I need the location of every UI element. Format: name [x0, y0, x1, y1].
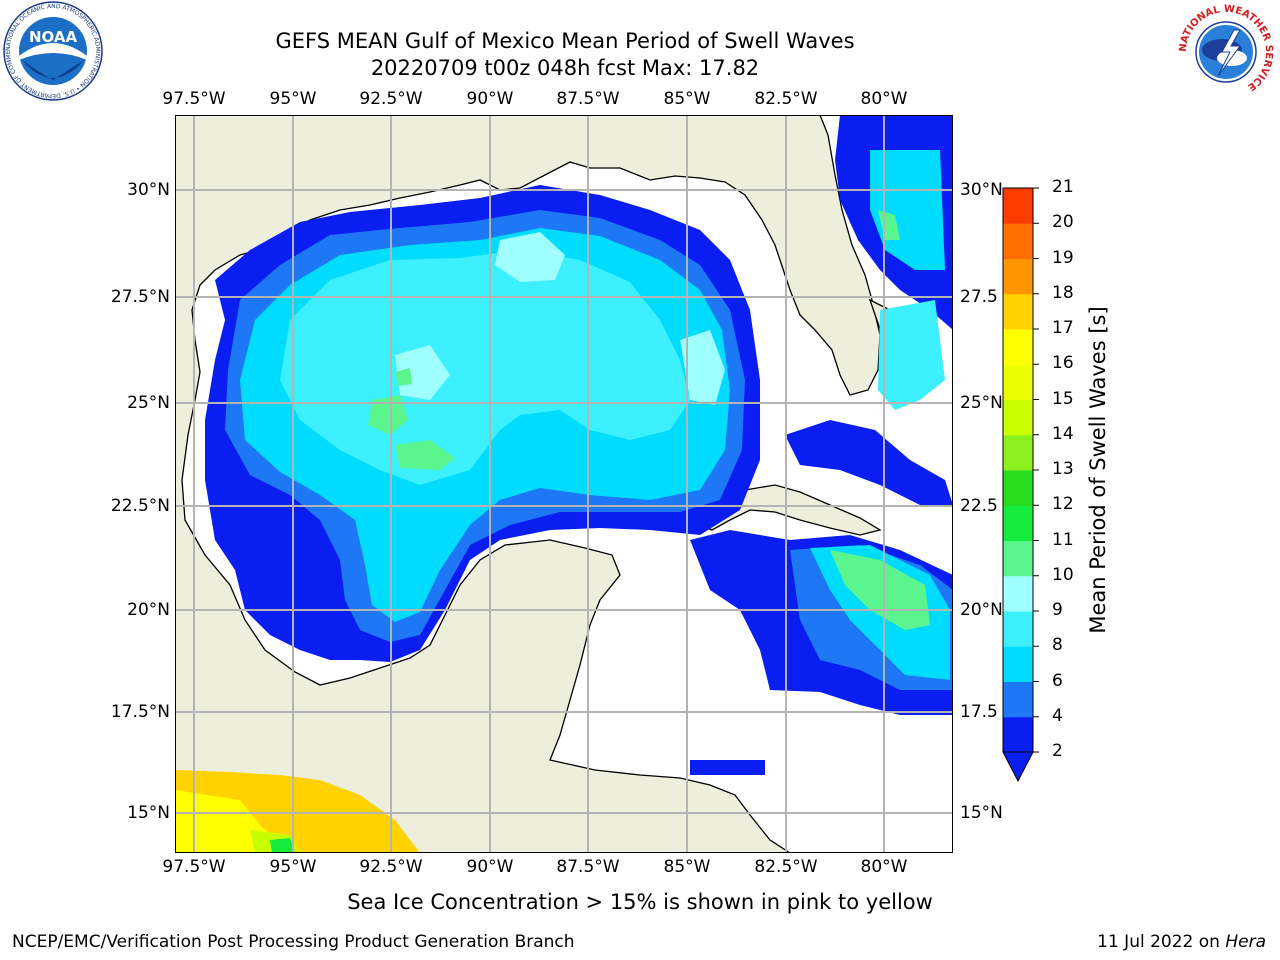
lat-label-left: 20°N [127, 600, 170, 620]
lat-label-left: 27.5°N [110, 287, 170, 307]
lat-label-right: 22.5 [960, 496, 998, 516]
colorbar-tick-label: 6 [1052, 670, 1063, 691]
lon-label-bottom: 92.5°W [359, 857, 423, 877]
colorbar-tick-label: 11 [1052, 529, 1074, 550]
caribbean-field-2-4s-south [690, 760, 765, 775]
colorbar-tick-label: 21 [1052, 177, 1074, 197]
footer-host: Hera [1225, 932, 1266, 952]
footer-date: 11 Jul 2022 on Hera [1097, 932, 1266, 952]
lon-label-bottom: 97.5°W [162, 857, 226, 877]
colorbar-min-extend [1002, 751, 1034, 783]
colorbar-tick-label: 10 [1052, 564, 1074, 585]
colorbar-band [1003, 716, 1033, 753]
lon-label-bottom: 95°W [269, 857, 317, 877]
lon-label-top: 80°W [860, 89, 908, 109]
pacific-field-11-12s [270, 838, 295, 853]
lat-label-left: 22.5°N [110, 496, 170, 516]
colorbar-tick-label: 16 [1052, 353, 1074, 374]
colorbar-tick-label: 15 [1052, 388, 1074, 409]
colorbar-band [1003, 329, 1033, 365]
colorbar-band [1003, 646, 1033, 682]
svg-text:NOAA: NOAA [29, 28, 78, 46]
colorbar-band [1003, 540, 1033, 577]
chart-title: GEFS MEAN Gulf of Mexico Mean Period of … [275, 29, 855, 53]
lon-label-top: 95°W [269, 89, 317, 109]
colorbar-tick-label: 18 [1052, 282, 1074, 303]
contour-9-10s [395, 345, 450, 400]
lat-label-left: 30°N [127, 180, 170, 200]
colorbar-band [1003, 188, 1033, 224]
map-panel [175, 115, 953, 853]
lat-label-left: 15°N [127, 803, 170, 823]
colorbar-band [1003, 681, 1033, 718]
contour-10-11s [368, 395, 408, 435]
sea-ice-note: Sea Ice Concentration > 15% is shown in … [347, 890, 933, 914]
colorbar-band [1003, 293, 1033, 330]
lon-label-bottom: 82.5°W [754, 857, 818, 877]
colorbar-tick-label: 14 [1052, 423, 1074, 444]
chart-subtitle: 20220709 t00z 048h fcst Max: 17.82 [370, 56, 760, 80]
contour-9-10s [495, 232, 565, 282]
lon-label-top: 82.5°W [754, 89, 818, 109]
swell-period-field [175, 115, 953, 853]
contour-9-10s [680, 330, 725, 405]
colorbar-band [1003, 470, 1033, 506]
lon-label-top: 90°W [466, 89, 514, 109]
lon-label-bottom: 85°W [663, 857, 711, 877]
colorbar-band [1003, 611, 1033, 647]
grid-lines [175, 115, 953, 853]
colorbar-tick-label: 19 [1052, 247, 1074, 268]
lon-label-top: 92.5°W [359, 89, 423, 109]
colorbar [1002, 187, 1039, 783]
bahamas-field [878, 300, 945, 410]
colorbar-band [1003, 505, 1033, 541]
lat-label-right: 25°N [960, 393, 1003, 413]
contour-10-11s [395, 368, 412, 386]
colorbar-tick-label: 17 [1052, 318, 1074, 338]
colorbar-tick-label: 13 [1052, 459, 1074, 479]
colorbar-tick-label: 12 [1052, 494, 1074, 515]
lat-label-left: 25°N [127, 393, 170, 413]
colorbar-title: Mean Period of Swell Waves [s] [1086, 306, 1110, 634]
lat-label-right: 17.5 [960, 702, 998, 722]
colorbar-tick-label: 4 [1052, 705, 1063, 726]
colorbar-tick-label: 8 [1052, 635, 1063, 656]
colorbar-band [1003, 258, 1033, 295]
lon-label-bottom: 87.5°W [556, 857, 620, 877]
colorbar-bands [1003, 188, 1033, 753]
colorbar-band [1003, 434, 1033, 471]
lon-label-bottom: 90°W [466, 857, 514, 877]
colorbar-tick-label: 9 [1052, 600, 1063, 620]
lon-label-top: 97.5°W [162, 89, 226, 109]
florida-straits-field [785, 420, 953, 505]
colorbar-band [1003, 223, 1033, 259]
lon-label-top: 87.5°W [556, 89, 620, 109]
lat-label-right: 30°N [960, 180, 1003, 200]
colorbar-tick-label: 2 [1052, 741, 1063, 761]
lat-label-left: 17.5°N [110, 702, 170, 722]
contour-10-11s [395, 440, 455, 470]
lon-label-top: 85°W [663, 89, 711, 109]
colorbar-band [1003, 575, 1033, 612]
footer-credit: NCEP/EMC/Verification Post Processing Pr… [12, 932, 575, 952]
colorbar-band [1003, 399, 1033, 436]
colorbar-band [1003, 364, 1033, 400]
nws-logo: NATIONAL WEATHER SERVICE [1178, 4, 1274, 99]
lat-label-right: 15°N [960, 803, 1003, 823]
footer-date-text: 11 Jul 2022 on [1097, 932, 1226, 952]
lat-label-right: 27.5 [960, 287, 998, 307]
noaa-logo: NATIONAL OCEANIC AND ATMOSPHERIC ADMINIS… [2, 0, 103, 101]
lat-label-right: 20°N [960, 600, 1003, 620]
lon-label-bottom: 80°W [860, 857, 908, 877]
colorbar-tick-label: 20 [1052, 212, 1074, 233]
